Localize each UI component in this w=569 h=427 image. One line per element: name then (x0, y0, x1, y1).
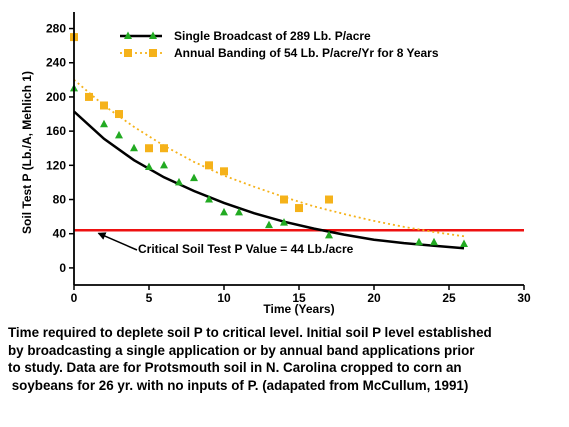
banding-data-point (220, 167, 228, 176)
broadcast-data-point (265, 220, 273, 229)
banding-fit-curve (73, 79, 465, 238)
y-tick-label: 80 (53, 193, 67, 207)
banding-data-point (85, 92, 93, 101)
banding-data-point (145, 144, 153, 153)
x-tick-label: 0 (71, 291, 78, 305)
broadcast-data-point (460, 239, 468, 247)
y-tick-label: 120 (46, 158, 66, 172)
critical-value-label: Critical Soil Test P Value = 44 Lb./acre (138, 242, 354, 256)
chart: 0 40 80 120 160 200 240 280 0 5 10 15 20 25 30 Time (Ye… (20, 12, 531, 316)
legend-banding-marker (124, 49, 132, 57)
y-tick-label: 200 (46, 90, 66, 104)
x-tick-label: 15 (292, 291, 306, 305)
broadcast-data-point (145, 162, 153, 171)
banding-data-point (100, 101, 108, 110)
legend-broadcast-label: Single Broadcast of 289 Lb. P/acre (174, 29, 371, 43)
x-tick-label: 25 (442, 291, 456, 305)
annotation-arrow (97, 232, 138, 251)
broadcast-data-point (235, 207, 243, 216)
caption-line: Time required to deplete soil P to criti… (8, 325, 492, 340)
y-tick-label: 240 (46, 56, 66, 70)
broadcast-data-point (115, 130, 123, 139)
caption-line: soybeans for 26 yr. with no inputs of P.… (8, 377, 469, 393)
broadcast-data-point (430, 237, 438, 246)
y-tick-label: 160 (46, 124, 66, 138)
y-axis-title: Soil Test P (Lb./A, Mehlich 1) (20, 71, 34, 234)
broadcast-data-point (100, 119, 108, 128)
banding-data-point (295, 204, 303, 213)
y-tick-label: 40 (53, 227, 67, 241)
x-tick-label: 10 (217, 291, 231, 305)
banding-data-point (325, 195, 333, 204)
broadcast-data-point (325, 230, 333, 239)
broadcast-data-point (175, 177, 183, 186)
broadcast-data-point (160, 160, 168, 169)
legend-broadcast-marker (149, 31, 157, 39)
broadcast-data-point (130, 143, 138, 152)
legend: Single Broadcast of 289 Lb. P/acre Annual… (120, 29, 439, 60)
banding-data-point (205, 161, 213, 170)
broadcast-data-point (190, 173, 198, 182)
y-tick-label: 280 (46, 22, 66, 36)
legend-banding-marker (149, 49, 157, 57)
banding-data-point (115, 110, 123, 119)
x-axis-title: Time (Years) (263, 302, 334, 316)
x-tick-label: 30 (517, 291, 531, 305)
broadcast-data-point (415, 237, 423, 246)
banding-data-point (280, 195, 288, 204)
broadcast-data-point (220, 207, 228, 216)
broadcast-data-point (205, 195, 213, 203)
caption-line: by broadcasting a single application or … (8, 342, 475, 358)
banding-data-point (160, 144, 168, 153)
legend-banding-label: Annual Banding of 54 Lb. P/acre/Yr for 8… (174, 46, 439, 60)
caption-line: to study. Data are for Protsmouth soil i… (8, 360, 462, 375)
broadcast-data-point (280, 218, 288, 226)
x-tick-label: 20 (367, 291, 381, 305)
x-tick-label: 5 (146, 291, 153, 305)
legend-broadcast-marker (124, 31, 132, 39)
figure-caption: Time required to deplete soil P to criti… (8, 324, 564, 394)
y-tick-label: 0 (59, 261, 66, 275)
broadcast-fit-curve (73, 110, 465, 250)
